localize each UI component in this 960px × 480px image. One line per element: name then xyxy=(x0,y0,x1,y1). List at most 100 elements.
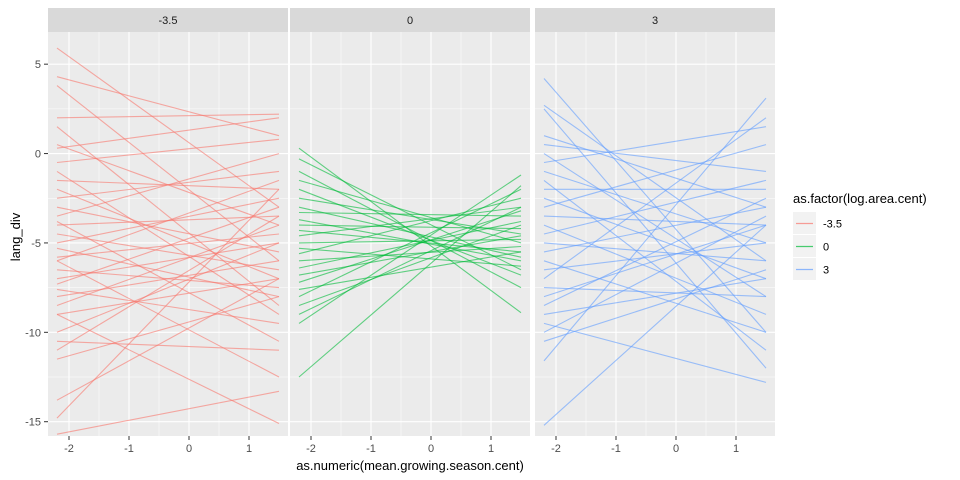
series-line xyxy=(543,215,767,333)
facet-panel xyxy=(535,32,775,436)
x-tick-label: -1 xyxy=(124,443,134,455)
legend-entry: 3 xyxy=(793,258,829,280)
series-line xyxy=(298,224,522,230)
panels-layer xyxy=(48,32,775,436)
y-axis-title: lang_div xyxy=(8,212,23,261)
series-line xyxy=(56,340,280,351)
series-line xyxy=(56,260,280,378)
series-line xyxy=(543,144,767,208)
series-line xyxy=(298,238,522,244)
series-line xyxy=(543,117,767,280)
series-line xyxy=(298,245,522,262)
facet-strip-label: 3 xyxy=(652,15,658,27)
y-tick-label: -15 xyxy=(25,417,41,429)
x-tick-label: 0 xyxy=(673,443,679,455)
series-line xyxy=(56,85,280,262)
series-line xyxy=(56,179,280,262)
legend-label: 3 xyxy=(823,265,829,277)
series-line xyxy=(56,313,280,424)
series-line xyxy=(298,188,522,298)
x-tick-label: 1 xyxy=(246,443,252,455)
series-line xyxy=(56,242,280,280)
series-line xyxy=(56,47,280,208)
legend-label: 0 xyxy=(823,242,829,254)
series-line xyxy=(543,287,767,298)
series-line xyxy=(56,296,280,360)
series-line xyxy=(56,288,280,324)
series-line xyxy=(56,242,280,333)
x-tick-label: 1 xyxy=(488,443,494,455)
series-line xyxy=(543,224,767,315)
series-line xyxy=(56,138,280,164)
series-line xyxy=(56,117,280,149)
series-line xyxy=(56,188,280,419)
y-axis: 5 0 -5 -10 -15 xyxy=(25,59,48,429)
series-line xyxy=(298,185,522,378)
legend: as.factor(log.area.cent) -3.5 0 3 xyxy=(793,191,927,280)
series-line xyxy=(56,390,280,435)
series-line xyxy=(56,206,280,285)
x-tick-label: -1 xyxy=(366,443,376,455)
series-line xyxy=(298,210,522,283)
series-line xyxy=(56,221,280,342)
series-line xyxy=(298,206,522,237)
series-line xyxy=(543,242,767,271)
series-line xyxy=(56,76,280,137)
x-axis: -2 -1 0 1 -2 -1 0 1 -2 -1 0 1 xyxy=(64,436,739,455)
series-line xyxy=(543,197,767,280)
series-line xyxy=(543,135,767,208)
series-line xyxy=(56,278,280,315)
series-line xyxy=(543,322,767,383)
series-line xyxy=(543,144,767,172)
series-line xyxy=(298,174,522,324)
series-line xyxy=(543,179,767,235)
x-tick-label: -1 xyxy=(611,443,621,455)
y-tick-label: -5 xyxy=(31,238,41,250)
x-tick-label: 1 xyxy=(733,443,739,455)
series-line xyxy=(543,126,767,164)
series-line xyxy=(56,153,280,217)
series-line xyxy=(543,179,767,351)
series-line xyxy=(298,251,522,290)
legend-title: as.factor(log.area.cent) xyxy=(793,191,927,206)
y-tick-label: 0 xyxy=(35,149,41,161)
series-line xyxy=(298,219,522,262)
x-tick-label: -2 xyxy=(551,443,561,455)
series-line xyxy=(298,206,522,315)
facet-strip-label: -3.5 xyxy=(159,15,178,27)
series-line xyxy=(56,206,280,253)
series-line xyxy=(543,215,767,226)
series-line xyxy=(543,224,767,426)
series-line xyxy=(56,215,280,351)
legend-label: -3.5 xyxy=(823,219,842,231)
x-tick-label: 0 xyxy=(186,443,192,455)
x-tick-label: -2 xyxy=(306,443,316,455)
series-line xyxy=(298,147,522,314)
series-line xyxy=(56,247,280,298)
series-line xyxy=(298,235,522,276)
facet-strip xyxy=(535,8,775,32)
series-line xyxy=(543,224,767,298)
series-line xyxy=(56,233,280,271)
series-line xyxy=(543,197,767,306)
panel-background xyxy=(290,32,530,436)
series-line xyxy=(56,126,280,306)
facet-strip xyxy=(290,8,530,32)
series-line xyxy=(298,179,522,244)
series-line xyxy=(543,97,767,362)
series-line xyxy=(543,153,767,298)
series-line xyxy=(298,247,522,267)
strips-layer: -3.5 0 3 xyxy=(48,8,775,32)
x-tick-label: -2 xyxy=(64,443,74,455)
x-axis-title: as.numeric(mean.growing.season.cent) xyxy=(296,458,524,473)
series-line xyxy=(298,211,522,217)
panel-background xyxy=(535,32,775,436)
series-line xyxy=(56,113,280,119)
y-tick-label: -10 xyxy=(25,327,41,339)
series-line xyxy=(298,220,522,269)
facet-panel xyxy=(290,32,530,436)
x-tick-label: 0 xyxy=(428,443,434,455)
y-tick-label: 5 xyxy=(35,59,41,71)
series-line xyxy=(56,170,280,315)
